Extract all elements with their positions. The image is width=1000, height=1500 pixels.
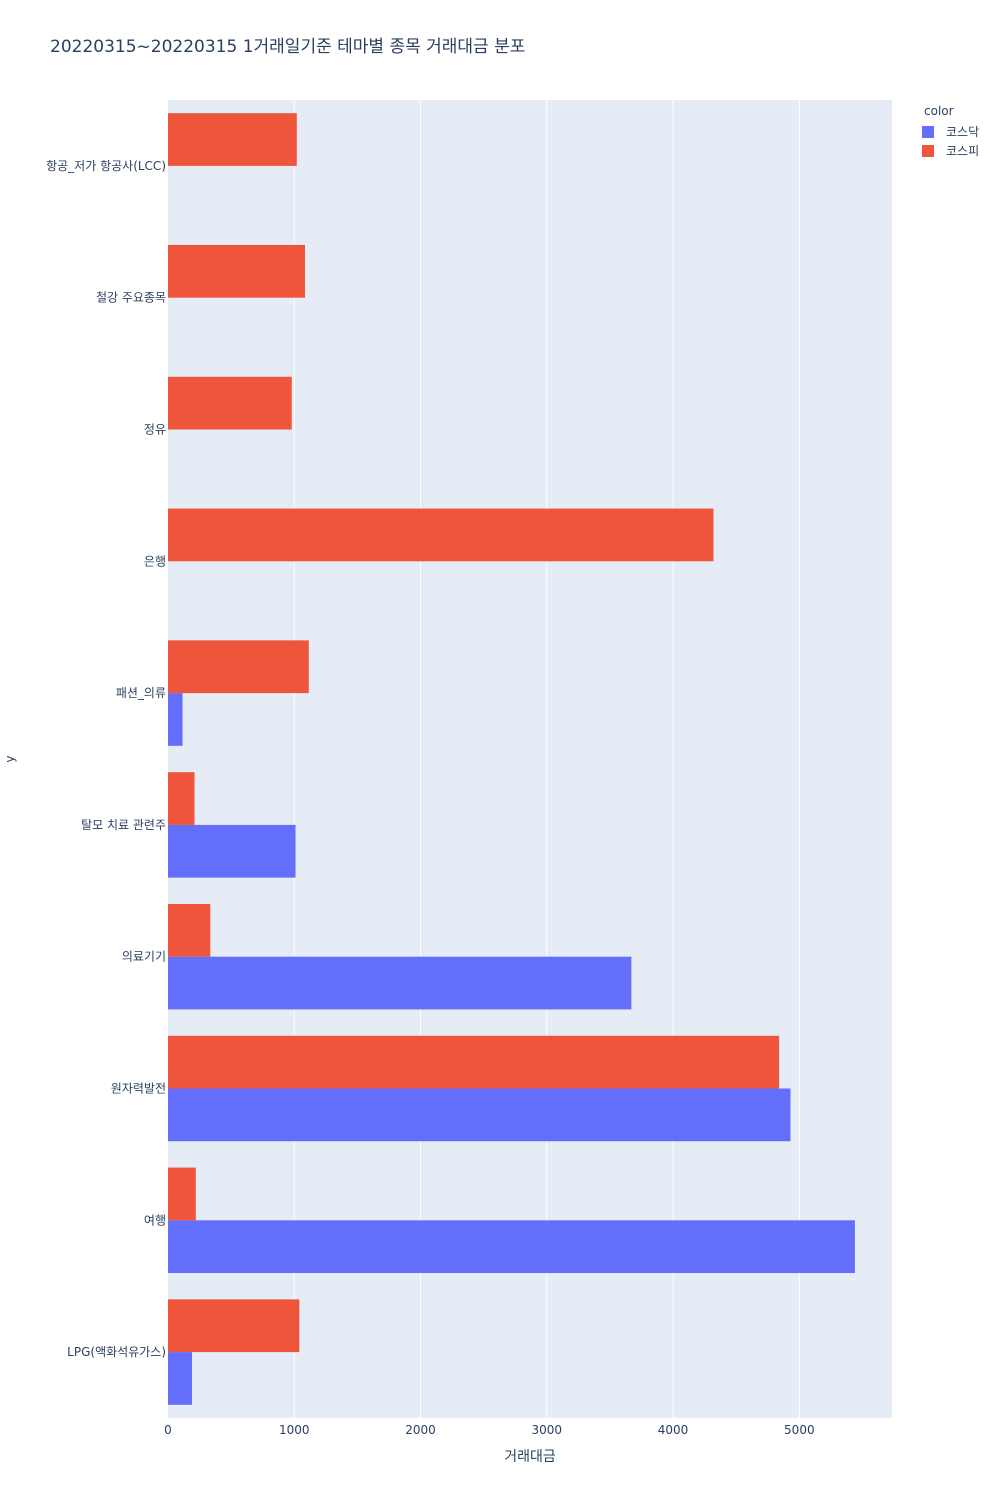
bar-kospi[interactable]: [168, 640, 309, 694]
bar-kospi[interactable]: [168, 376, 292, 430]
bar-kosdaq[interactable]: [168, 1352, 192, 1405]
bar-kosdaq[interactable]: [168, 1220, 855, 1274]
bars: [168, 113, 855, 1405]
legend-title: color: [924, 104, 954, 118]
chart-title: 20220315~20220315 1거래일기준 테마별 종목 거래대금 분포: [50, 37, 526, 57]
legend: color 코스닥 코스피: [922, 104, 980, 160]
x-tick-label: 5000: [784, 1423, 815, 1437]
legend-swatch-kosdaq: [922, 125, 934, 138]
bar-kospi[interactable]: [168, 1035, 780, 1089]
bar-kosdaq[interactable]: [168, 824, 296, 878]
y-tick-label: 탈모 치료 관련주: [81, 818, 166, 832]
y-tick-labels: LPG(액화석유가스) 여행 원자력발전 의료기기 탈모 치료 관련주 패션_의류 은행 정유…: [46, 159, 166, 1359]
x-axis-title: 거래대금: [504, 1449, 556, 1465]
x-tick-label: 1000: [279, 1423, 310, 1437]
x-tick-label: 2000: [405, 1423, 436, 1437]
bar-kospi[interactable]: [168, 772, 195, 825]
legend-swatch-kospi: [922, 144, 934, 157]
bar-kospi[interactable]: [168, 1299, 300, 1353]
y-tick-label: 철강 주요종목: [96, 291, 166, 305]
x-tick-labels: 0 1000 2000 3000 4000 5000: [164, 1423, 814, 1437]
y-tick-label: 은행: [144, 553, 166, 568]
y-tick-label: 항공_저가 항공사(LCC): [46, 159, 166, 173]
bar-kospi[interactable]: [168, 903, 211, 957]
x-tick-label: 3000: [532, 1423, 563, 1437]
bar-kosdaq[interactable]: [168, 956, 632, 1010]
y-tick-label: 원자력발전: [111, 1082, 166, 1096]
bar-kospi[interactable]: [168, 1167, 196, 1221]
y-axis-title: y: [3, 755, 17, 762]
bar-kosdaq[interactable]: [168, 693, 183, 746]
legend-label-kosdaq: 코스닥: [946, 125, 980, 139]
bar-kosdaq[interactable]: [168, 1088, 791, 1142]
bar-kospi[interactable]: [168, 244, 305, 298]
x-tick-label: 4000: [658, 1423, 689, 1437]
legend-label-kospi: 코스피: [946, 144, 980, 158]
legend-item-kosdaq[interactable]: 코스닥: [922, 122, 980, 141]
y-tick-label: LPG(액화석유가스): [67, 1345, 166, 1359]
y-tick-label: 정유: [144, 423, 166, 437]
bar-kospi[interactable]: [168, 508, 714, 562]
x-tick-label: 0: [164, 1423, 172, 1437]
y-tick-label: 의료기기: [122, 950, 166, 964]
gridlines: [293, 100, 800, 1418]
legend-item-kospi[interactable]: 코스피: [922, 141, 980, 160]
plot-area: [168, 100, 892, 1418]
y-tick-label: 여행: [144, 1212, 166, 1227]
bar-kospi[interactable]: [168, 113, 297, 166]
y-tick-label: 패션_의류: [116, 686, 166, 700]
